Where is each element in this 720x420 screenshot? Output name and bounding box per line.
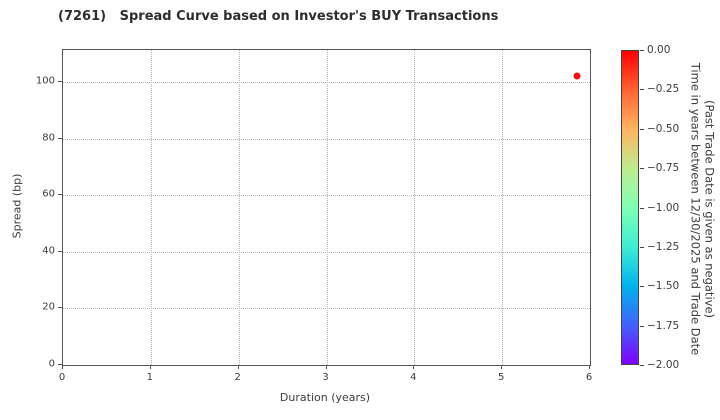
colorbar [621, 50, 639, 365]
colorbar-tick-label: −1.25 [647, 240, 680, 253]
colorbar-tick [640, 207, 644, 209]
x-tick [501, 365, 503, 369]
y-tick [58, 250, 62, 252]
y-tick [58, 364, 62, 365]
gridline-horizontal [63, 308, 590, 310]
gridline-horizontal [63, 195, 590, 197]
y-tick-label: 20 [42, 301, 55, 313]
y-tick-label: 40 [42, 245, 55, 257]
x-tick [325, 365, 327, 369]
colorbar-label-line1: Time in years between 12/30/2025 and Tra… [689, 62, 703, 356]
colorbar-tick-label: −1.50 [647, 280, 680, 293]
x-tick [589, 365, 590, 369]
colorbar-tick [640, 168, 644, 170]
x-axis-label: Duration (years) [279, 391, 371, 404]
colorbar-tick [640, 365, 644, 366]
plot-area [62, 49, 591, 366]
x-tick-label: 3 [322, 372, 329, 383]
x-tick-label: 6 [585, 372, 593, 383]
y-tick-label: 100 [35, 75, 55, 87]
gridline-vertical [502, 50, 504, 365]
colorbar-tick-label: −1.75 [647, 319, 680, 332]
colorbar-tick-label: −0.50 [647, 122, 680, 135]
colorbar-tick [640, 50, 644, 51]
x-tick-label: 5 [497, 372, 505, 383]
y-tick [58, 194, 62, 196]
y-axis-label: Spread (bp) [10, 173, 24, 239]
colorbar-label: (Past Trade Date is given as negative) T… [689, 62, 717, 356]
x-tick-label: 1 [146, 372, 154, 383]
gridline-vertical [238, 50, 240, 365]
y-tick-label: 0 [48, 358, 55, 370]
gridline-horizontal [63, 82, 590, 84]
colorbar-tick-label: −2.00 [647, 359, 680, 371]
x-tick [237, 365, 239, 369]
y-tick [58, 81, 62, 83]
x-tick-label: 2 [234, 372, 241, 383]
colorbar-tick-label: 0.00 [647, 44, 671, 56]
colorbar-tick [640, 286, 644, 288]
colorbar-tick-label: −1.00 [647, 201, 680, 214]
colorbar-tick-label: −0.75 [647, 162, 680, 175]
colorbar-tick [640, 325, 644, 327]
gridline-horizontal [63, 251, 590, 253]
x-tick-label: 4 [410, 372, 417, 383]
colorbar-label-line2: (Past Trade Date is given as negative) [702, 99, 717, 319]
x-tick [62, 365, 63, 369]
chart-title: (7261) Spread Curve based on Investor's … [58, 9, 499, 24]
colorbar-tick-label: −0.25 [647, 83, 680, 96]
y-tick [58, 137, 62, 139]
gridline-vertical [414, 50, 416, 365]
gridline-vertical [150, 50, 152, 365]
y-tick [58, 307, 62, 309]
y-tick-label: 60 [42, 188, 55, 200]
y-tick-label: 80 [42, 132, 55, 144]
data-point [573, 72, 581, 80]
x-tick-label: 0 [58, 372, 66, 383]
colorbar-tick [640, 246, 644, 248]
colorbar-tick [640, 89, 644, 91]
x-tick [413, 365, 415, 369]
gridline-horizontal [63, 138, 590, 140]
gridline-vertical [326, 50, 328, 365]
x-tick [149, 365, 151, 369]
colorbar-tick [640, 128, 644, 130]
